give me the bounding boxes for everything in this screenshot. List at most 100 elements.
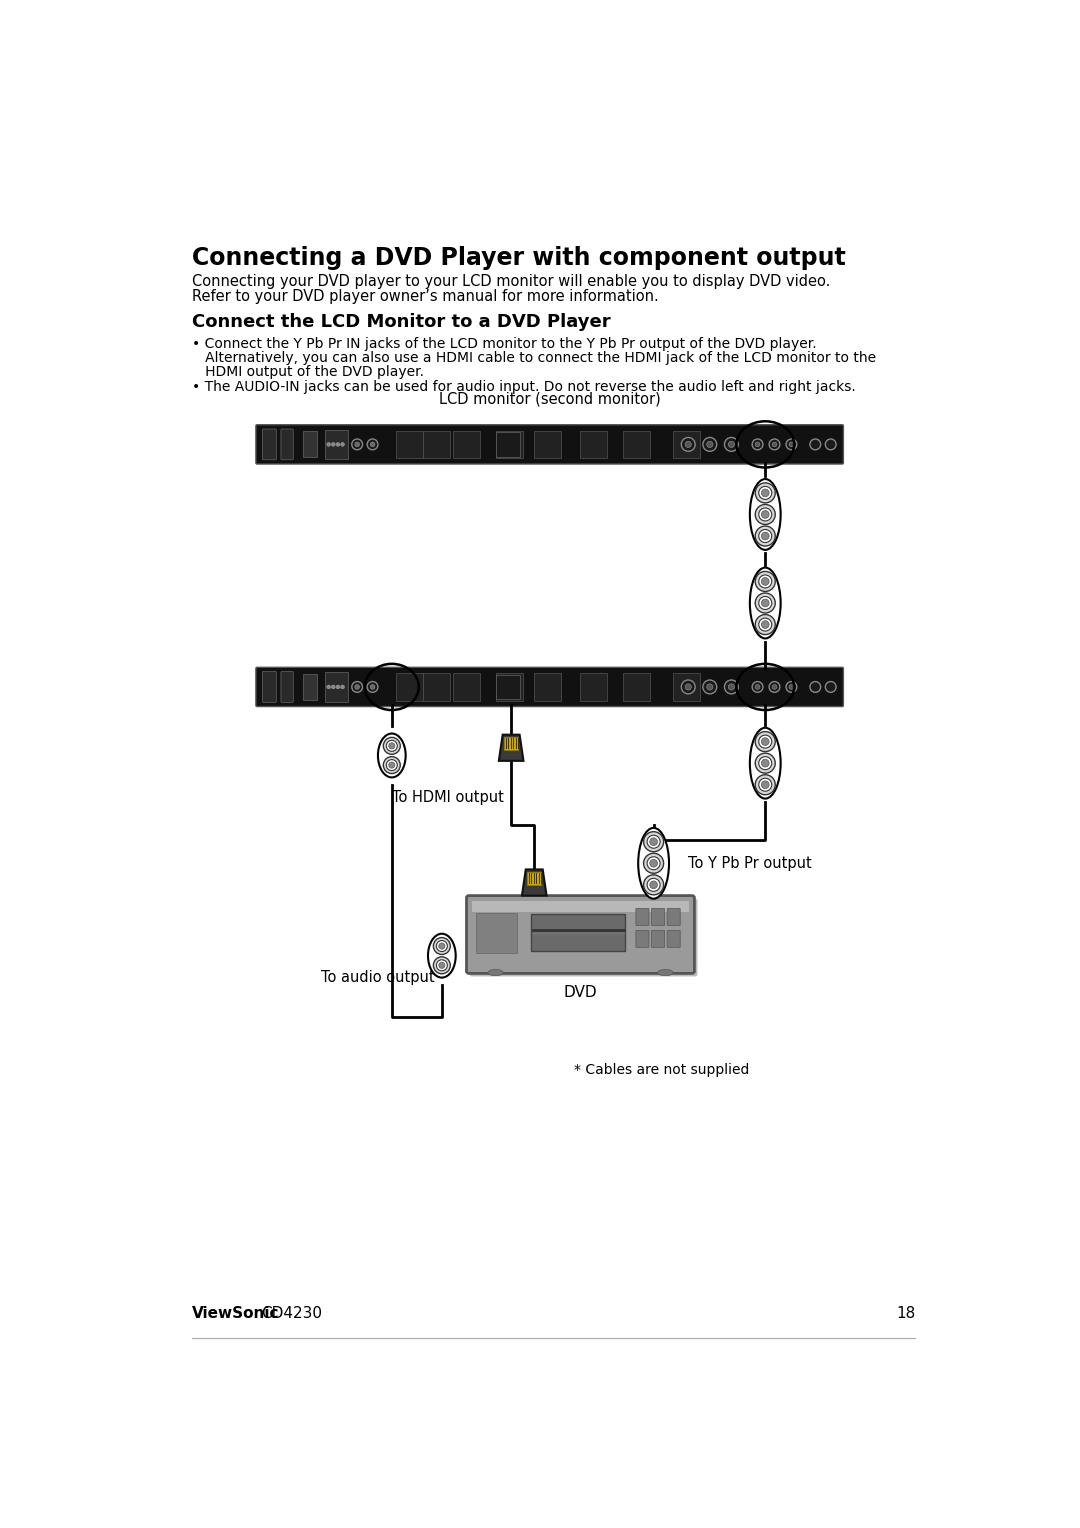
Circle shape [367, 681, 378, 692]
Circle shape [332, 685, 335, 689]
FancyBboxPatch shape [256, 425, 843, 465]
Bar [496, 432, 521, 457]
Bar [303, 674, 318, 700]
FancyBboxPatch shape [467, 895, 694, 973]
FancyBboxPatch shape [667, 931, 680, 947]
Text: * Cables are not supplied: * Cables are not supplied [573, 1063, 750, 1077]
Text: Connecting your DVD player to your LCD monitor will enable you to display DVD vi: Connecting your DVD player to your LCD m… [191, 274, 829, 289]
Circle shape [728, 685, 734, 691]
Bar [472, 902, 689, 912]
Bar [395, 672, 422, 701]
Circle shape [789, 442, 794, 446]
FancyBboxPatch shape [651, 931, 664, 947]
Circle shape [761, 489, 769, 497]
Circle shape [759, 575, 772, 588]
Bar [325, 672, 348, 701]
Ellipse shape [658, 970, 673, 976]
Bar [422, 431, 449, 458]
Circle shape [755, 775, 775, 795]
Circle shape [810, 681, 821, 692]
Circle shape [681, 680, 696, 694]
Circle shape [436, 941, 447, 952]
Circle shape [706, 442, 713, 448]
Circle shape [752, 439, 762, 449]
Circle shape [370, 442, 375, 446]
Circle shape [755, 526, 775, 545]
Circle shape [759, 617, 772, 631]
Circle shape [681, 437, 696, 451]
Circle shape [755, 483, 775, 503]
Bar [504, 736, 518, 750]
Text: LCD monitor (second monitor): LCD monitor (second monitor) [438, 391, 661, 406]
Text: HDMI output of the DVD player.: HDMI output of the DVD player. [191, 365, 423, 379]
Text: CD4230: CD4230 [261, 1306, 322, 1322]
Circle shape [438, 963, 445, 969]
Text: Connect the LCD Monitor to a DVD Player: Connect the LCD Monitor to a DVD Player [191, 313, 610, 330]
Bar [496, 672, 523, 701]
Bar [303, 431, 318, 457]
Circle shape [752, 681, 762, 692]
Circle shape [759, 507, 772, 521]
Bar [496, 675, 521, 700]
Circle shape [769, 439, 780, 449]
Circle shape [759, 486, 772, 500]
Circle shape [438, 943, 445, 949]
Circle shape [389, 743, 395, 749]
Bar [325, 429, 348, 458]
Circle shape [650, 882, 658, 889]
Circle shape [761, 620, 769, 628]
Circle shape [761, 781, 769, 788]
Ellipse shape [750, 480, 781, 550]
Circle shape [761, 510, 769, 518]
Circle shape [725, 437, 739, 451]
Text: ViewSonic: ViewSonic [191, 1306, 279, 1322]
Bar [623, 672, 650, 701]
Circle shape [825, 681, 836, 692]
FancyBboxPatch shape [636, 931, 649, 947]
Polygon shape [499, 735, 524, 761]
Circle shape [355, 442, 360, 446]
Circle shape [703, 437, 717, 451]
FancyBboxPatch shape [256, 668, 843, 706]
Ellipse shape [750, 727, 781, 799]
Circle shape [685, 685, 691, 691]
Ellipse shape [750, 567, 781, 639]
FancyBboxPatch shape [262, 429, 276, 460]
Bar [454, 672, 481, 701]
Circle shape [433, 938, 450, 955]
Circle shape [389, 762, 395, 769]
Bar [454, 431, 481, 458]
Ellipse shape [488, 970, 503, 976]
FancyBboxPatch shape [651, 909, 664, 926]
Circle shape [755, 504, 775, 524]
Bar [535, 431, 562, 458]
Circle shape [644, 831, 663, 851]
Ellipse shape [638, 828, 669, 898]
Circle shape [433, 957, 450, 973]
Circle shape [759, 778, 772, 792]
Circle shape [383, 738, 401, 755]
Bar [580, 431, 607, 458]
Circle shape [759, 756, 772, 770]
Circle shape [755, 753, 775, 773]
Text: 18: 18 [896, 1306, 916, 1322]
Circle shape [387, 759, 397, 770]
Circle shape [336, 443, 340, 446]
Circle shape [761, 578, 769, 585]
Circle shape [810, 439, 821, 449]
Circle shape [755, 593, 775, 613]
Text: To HDMI output: To HDMI output [392, 790, 503, 805]
Bar [623, 431, 650, 458]
Circle shape [786, 439, 797, 449]
Circle shape [383, 756, 401, 773]
Circle shape [367, 439, 378, 449]
Circle shape [789, 685, 794, 689]
FancyBboxPatch shape [281, 671, 294, 703]
Text: Connecting a DVD Player with component output: Connecting a DVD Player with component o… [191, 246, 846, 270]
Text: Alternatively, you can also use a HDMI cable to connect the HDMI jack of the LCD: Alternatively, you can also use a HDMI c… [191, 351, 876, 365]
Circle shape [355, 685, 360, 689]
Circle shape [332, 443, 335, 446]
Circle shape [786, 681, 797, 692]
FancyBboxPatch shape [667, 909, 680, 926]
Circle shape [755, 571, 775, 591]
